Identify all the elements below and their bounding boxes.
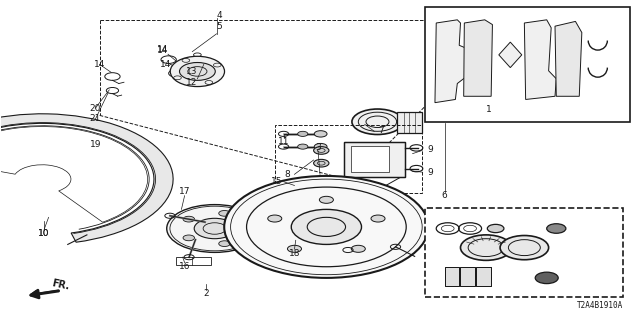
Circle shape	[268, 215, 282, 222]
Text: 8: 8	[284, 170, 290, 179]
Wedge shape	[0, 114, 173, 242]
Polygon shape	[351, 177, 402, 191]
Bar	[476, 267, 491, 286]
Circle shape	[314, 143, 327, 150]
Bar	[275, 125, 422, 194]
Circle shape	[183, 216, 195, 222]
Wedge shape	[0, 126, 148, 222]
Text: 10: 10	[38, 229, 50, 238]
Circle shape	[314, 159, 329, 167]
Circle shape	[487, 224, 504, 233]
Bar	[344, 141, 405, 177]
Text: 7: 7	[378, 126, 384, 135]
Text: 10: 10	[38, 229, 50, 238]
Circle shape	[241, 226, 252, 231]
Circle shape	[352, 109, 403, 134]
Bar	[426, 7, 630, 122]
Text: 9: 9	[427, 168, 433, 177]
Bar	[445, 267, 460, 286]
Text: T2A4B1910A: T2A4B1910A	[577, 301, 623, 310]
Circle shape	[298, 131, 308, 136]
Bar	[344, 141, 405, 177]
Text: 1: 1	[486, 105, 492, 114]
Circle shape	[194, 218, 235, 239]
Ellipse shape	[170, 56, 225, 87]
Circle shape	[314, 131, 327, 137]
Text: 19: 19	[90, 140, 101, 148]
Text: 15: 15	[271, 177, 282, 186]
Bar	[476, 267, 491, 286]
Circle shape	[461, 235, 511, 260]
Text: 14: 14	[94, 60, 106, 69]
Bar	[445, 267, 460, 286]
Text: 18: 18	[289, 249, 300, 258]
Text: 9: 9	[427, 145, 433, 154]
Bar	[461, 267, 475, 286]
Text: 12: 12	[186, 78, 197, 87]
Text: 4: 4	[216, 11, 222, 20]
Text: 6: 6	[442, 191, 447, 200]
Text: 2: 2	[204, 289, 209, 298]
Polygon shape	[435, 20, 467, 103]
Text: FR.: FR.	[51, 278, 70, 291]
FancyArrowPatch shape	[31, 291, 59, 297]
Polygon shape	[524, 20, 556, 100]
Text: 17: 17	[179, 188, 190, 196]
Text: 11: 11	[278, 137, 289, 146]
Text: 14: 14	[160, 60, 171, 69]
Circle shape	[219, 211, 230, 216]
Text: 20: 20	[90, 104, 101, 113]
Bar	[397, 112, 422, 132]
Circle shape	[314, 147, 329, 154]
Circle shape	[535, 272, 558, 284]
Bar	[351, 146, 389, 172]
Text: 16: 16	[179, 262, 190, 271]
Text: 5: 5	[216, 22, 222, 31]
Circle shape	[319, 196, 333, 203]
Bar	[461, 267, 475, 286]
Circle shape	[547, 224, 566, 233]
Text: 14: 14	[157, 45, 168, 55]
Polygon shape	[499, 42, 522, 68]
Circle shape	[500, 236, 548, 260]
Circle shape	[179, 62, 215, 80]
Text: 3: 3	[316, 143, 321, 152]
Polygon shape	[464, 20, 492, 96]
Text: 21: 21	[90, 114, 101, 123]
Bar	[426, 208, 623, 297]
Circle shape	[291, 209, 362, 244]
Bar	[176, 257, 211, 265]
Text: 13: 13	[186, 67, 197, 76]
Circle shape	[351, 245, 365, 252]
Circle shape	[224, 176, 429, 278]
Polygon shape	[555, 21, 582, 96]
Circle shape	[298, 144, 308, 149]
Text: 14: 14	[157, 44, 168, 54]
Circle shape	[219, 241, 230, 246]
Circle shape	[371, 215, 385, 222]
Circle shape	[287, 245, 301, 252]
Circle shape	[167, 204, 262, 252]
Circle shape	[183, 235, 195, 241]
